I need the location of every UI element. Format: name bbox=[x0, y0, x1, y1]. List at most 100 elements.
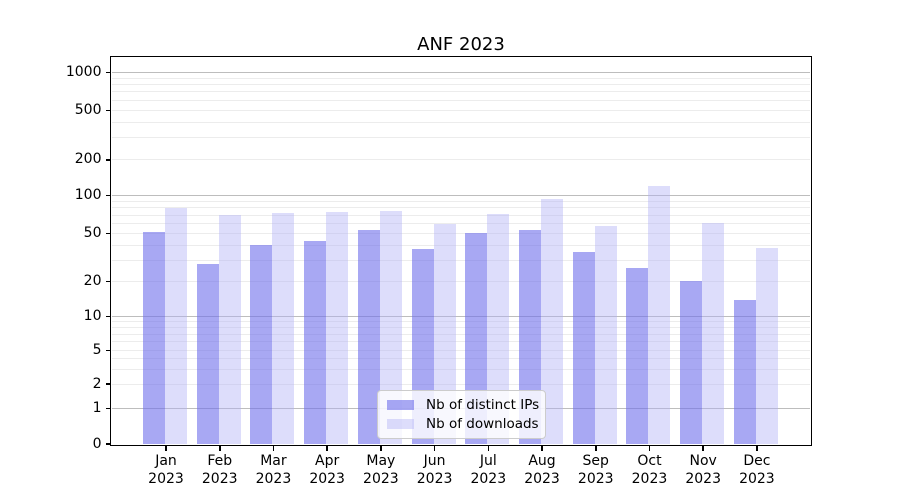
legend-swatch-downloads bbox=[387, 419, 414, 429]
x-tick-mark-dec bbox=[756, 445, 758, 451]
x-tick-mark-may bbox=[380, 445, 382, 451]
legend-swatch-distinct-ips bbox=[387, 400, 414, 410]
y-tick-label-50: 50 bbox=[83, 224, 102, 241]
bar-distinct-ips-dec bbox=[733, 299, 756, 444]
gridline-y-7 bbox=[112, 333, 810, 335]
plot-area: Nb of distinct IPs Nb of downloads bbox=[110, 56, 812, 446]
bar-distinct-ips-mar bbox=[250, 245, 273, 444]
bar-downloads-jun bbox=[433, 224, 456, 444]
x-tick-mark-nov bbox=[702, 445, 704, 451]
x-tick-label-may: May 2023 bbox=[363, 453, 399, 487]
gridline-y-30 bbox=[112, 259, 810, 261]
bar-downloads-sep bbox=[594, 226, 617, 444]
gridline-y-9 bbox=[112, 321, 810, 323]
x-tick-label-jul: Jul 2023 bbox=[470, 453, 507, 487]
bar-downloads-mar bbox=[272, 212, 295, 444]
bar-downloads-dec bbox=[755, 247, 778, 444]
y-tick-mark-20 bbox=[105, 280, 111, 283]
y-tick-mark-5 bbox=[105, 349, 111, 352]
y-tick-mark-500 bbox=[105, 109, 111, 112]
x-tick-label-sep: Sep 2023 bbox=[577, 453, 614, 487]
x-tick-mark-jan bbox=[165, 445, 167, 451]
y-tick-label-200: 200 bbox=[74, 151, 102, 168]
bar-distinct-ips-feb bbox=[196, 263, 219, 444]
bar-downloads-feb bbox=[218, 215, 241, 444]
x-tick-label-mar: Mar 2023 bbox=[255, 453, 292, 487]
x-tick-label-apr: Apr 2023 bbox=[309, 453, 345, 487]
y-tick-label-10: 10 bbox=[83, 308, 102, 325]
x-tick-label-nov: Nov 2023 bbox=[685, 453, 721, 487]
y-tick-label-2: 2 bbox=[92, 375, 102, 392]
gridline-y-8 bbox=[112, 327, 810, 329]
gridline-y-100 bbox=[112, 195, 810, 197]
x-tick-mark-mar bbox=[272, 445, 275, 451]
gridline-y-50 bbox=[112, 232, 810, 234]
x-tick-label-dec: Dec 2023 bbox=[739, 453, 775, 487]
chart-title: ANF 2023 bbox=[417, 34, 505, 55]
gridline-y-4 bbox=[112, 358, 810, 360]
gridline-y-600 bbox=[112, 99, 810, 101]
gridline-y-300 bbox=[112, 137, 810, 139]
bar-downloads-aug bbox=[541, 198, 564, 444]
gridline-y-400 bbox=[112, 121, 810, 123]
legend-label-distinct-ips: Nb of distinct IPs bbox=[426, 397, 540, 413]
gridline-y-700 bbox=[112, 91, 810, 93]
gridline-y-500 bbox=[112, 109, 810, 111]
y-tick-label-0: 0 bbox=[92, 435, 102, 452]
y-tick-label-20: 20 bbox=[83, 272, 102, 289]
x-tick-label-feb: Feb 2023 bbox=[201, 453, 238, 487]
gridline-y-40 bbox=[112, 244, 810, 246]
bar-downloads-jul bbox=[487, 213, 510, 444]
bar-downloads-oct bbox=[648, 186, 671, 444]
y-tick-mark-200 bbox=[105, 159, 111, 161]
bar-distinct-ips-jan bbox=[143, 232, 165, 444]
y-tick-mark-1 bbox=[105, 407, 111, 410]
y-tick-label-100: 100 bbox=[74, 187, 102, 204]
y-tick-mark-0 bbox=[105, 443, 111, 445]
x-tick-mark-jul bbox=[487, 445, 490, 451]
gridline-y-60 bbox=[112, 222, 810, 224]
gridline-y-6 bbox=[112, 341, 810, 343]
x-tick-label-aug: Aug 2023 bbox=[524, 453, 560, 487]
legend-row-downloads: Nb of downloads bbox=[387, 416, 539, 432]
bar-downloads-nov bbox=[702, 223, 725, 444]
bar-distinct-ips-oct bbox=[626, 267, 649, 444]
legend: Nb of distinct IPs Nb of downloads bbox=[377, 390, 546, 439]
y-tick-mark-10 bbox=[105, 315, 111, 318]
gridline-y-200 bbox=[112, 159, 810, 161]
gridline-y-5 bbox=[112, 350, 810, 352]
gridline-y-70 bbox=[112, 214, 810, 216]
x-tick-mark-apr bbox=[326, 445, 328, 451]
y-tick-label-500: 500 bbox=[74, 101, 102, 118]
gridline-y-3 bbox=[112, 368, 810, 370]
y-tick-label-1: 1 bbox=[92, 399, 102, 416]
gridline-y-10 bbox=[112, 316, 810, 318]
x-tick-mark-aug bbox=[541, 445, 543, 451]
gridline-y-90 bbox=[112, 200, 810, 202]
x-tick-label-jun: Jun 2023 bbox=[416, 453, 453, 487]
gridline-y-1000 bbox=[112, 72, 810, 74]
gridline-y-20 bbox=[112, 280, 810, 282]
y-tick-mark-50 bbox=[105, 232, 111, 235]
x-tick-mark-feb bbox=[218, 445, 221, 451]
gridline-y-800 bbox=[112, 84, 810, 86]
bar-downloads-may bbox=[379, 210, 402, 444]
gridline-y-900 bbox=[112, 77, 810, 79]
y-tick-mark-1000 bbox=[105, 71, 111, 74]
legend-label-downloads: Nb of downloads bbox=[426, 416, 539, 432]
x-tick-mark-sep bbox=[594, 445, 597, 451]
y-tick-label-1000: 1000 bbox=[65, 64, 102, 81]
y-tick-label-5: 5 bbox=[92, 342, 102, 359]
bar-distinct-ips-nov bbox=[680, 281, 703, 444]
bar-distinct-ips-apr bbox=[304, 241, 327, 444]
x-tick-mark-jun bbox=[433, 445, 436, 451]
bar-downloads-jan bbox=[165, 207, 187, 444]
bar-downloads-apr bbox=[326, 212, 349, 444]
gridline-y-2 bbox=[112, 383, 810, 385]
y-tick-mark-2 bbox=[105, 383, 111, 385]
x-tick-label-jan: Jan 2023 bbox=[148, 453, 184, 487]
bar-distinct-ips-may bbox=[357, 230, 380, 444]
gridline-y-80 bbox=[112, 207, 810, 209]
bar-distinct-ips-sep bbox=[572, 252, 595, 444]
